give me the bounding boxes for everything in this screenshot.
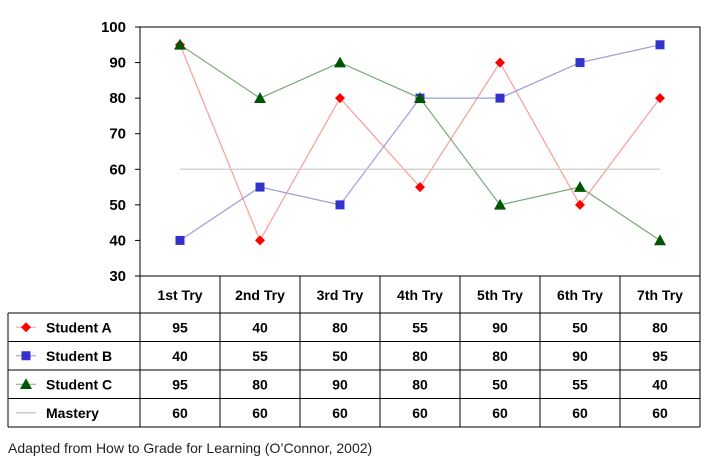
category-label: 7th Try	[637, 287, 683, 303]
student-b-table-cell: 55	[252, 348, 268, 364]
plot-area	[139, 26, 701, 277]
mastery-table-cell: 60	[492, 405, 508, 421]
student-c-point	[414, 92, 426, 103]
student-c-row-label: Student C	[46, 376, 112, 392]
student-b-point	[255, 182, 265, 192]
student-a-point	[255, 235, 265, 246]
student-a-row-label: Student A	[46, 319, 112, 335]
student-b-legend-key	[21, 351, 31, 361]
student-c-table-cell: 80	[412, 376, 428, 392]
student-c-point	[254, 92, 266, 103]
student-b-table-cell: 90	[572, 348, 588, 364]
category-label: 6th Try	[557, 287, 603, 303]
source-caption: Adapted from How to Grade for Learning (…	[8, 440, 373, 456]
student-b-row-label: Student B	[46, 348, 112, 364]
mastery-table-cell: 60	[572, 405, 588, 421]
student-c-table-cell: 95	[172, 376, 188, 392]
y-tick-label: 40	[109, 232, 126, 249]
student-c-table-cell: 50	[492, 376, 508, 392]
line-chart: 30 40 50 60 70 80 90 100 1st Try 2nd Try 3rd Try 4t…	[7, 19, 701, 428]
student-a-point	[655, 93, 665, 104]
student-b-point	[335, 200, 345, 210]
student-a-point	[495, 57, 505, 68]
student-b-point	[495, 93, 505, 103]
student-c-point	[174, 38, 186, 50]
y-tick-label: 60	[109, 161, 126, 178]
y-tick-label: 100	[101, 19, 126, 36]
student-c-point	[334, 56, 346, 68]
student-a-table-cell: 55	[412, 319, 428, 335]
y-tick-label: 90	[109, 55, 126, 72]
student-b-table-cell: 50	[332, 348, 348, 364]
student-a-point	[335, 93, 345, 104]
student-b-point	[175, 235, 185, 245]
category-label: 4th Try	[397, 287, 443, 303]
student-c-legend-key	[20, 378, 32, 390]
student-c-point	[494, 198, 506, 210]
student-c-table-cell: 80	[252, 376, 268, 392]
mastery-table-cell: 60	[172, 405, 188, 421]
category-label: 1st Try	[157, 287, 202, 303]
y-tick-label: 50	[109, 197, 126, 214]
student-a-table-cell: 40	[252, 319, 268, 335]
y-tick-label: 80	[109, 90, 126, 107]
student-b-table-cell: 80	[492, 348, 508, 364]
student-c-table-cell: 90	[332, 376, 348, 392]
mastery-row-label: Mastery	[46, 405, 99, 421]
student-a-table-cell: 90	[492, 319, 508, 335]
category-label: 2nd Try	[235, 287, 285, 303]
student-a-table-cell: 80	[332, 319, 348, 335]
student-c-table-cell: 55	[572, 376, 588, 392]
category-label: 5th Try	[477, 287, 523, 303]
mastery-table-cell: 60	[652, 405, 668, 421]
student-a-table-cell: 80	[652, 319, 668, 335]
y-tick-label: 30	[109, 268, 126, 285]
student-b-table-cell: 80	[412, 348, 428, 364]
student-c-point	[574, 181, 586, 192]
student-a-legend-key	[21, 322, 31, 333]
student-b-point	[655, 40, 665, 50]
category-label: 3rd Try	[317, 287, 364, 303]
student-b-table-cell: 40	[172, 348, 188, 364]
y-tick-label: 70	[109, 126, 126, 143]
mastery-table-cell: 60	[412, 405, 428, 421]
student-a-table-cell: 95	[172, 319, 188, 335]
student-c-table-cell: 40	[652, 376, 668, 392]
student-a-point	[575, 199, 585, 210]
mastery-table-cell: 60	[332, 405, 348, 421]
student-b-table-cell: 95	[652, 348, 668, 364]
student-b-point	[575, 58, 585, 68]
mastery-table-cell: 60	[252, 405, 268, 421]
student-c-point	[654, 234, 666, 246]
student-a-point	[415, 182, 425, 193]
student-a-table-cell: 50	[572, 319, 588, 335]
